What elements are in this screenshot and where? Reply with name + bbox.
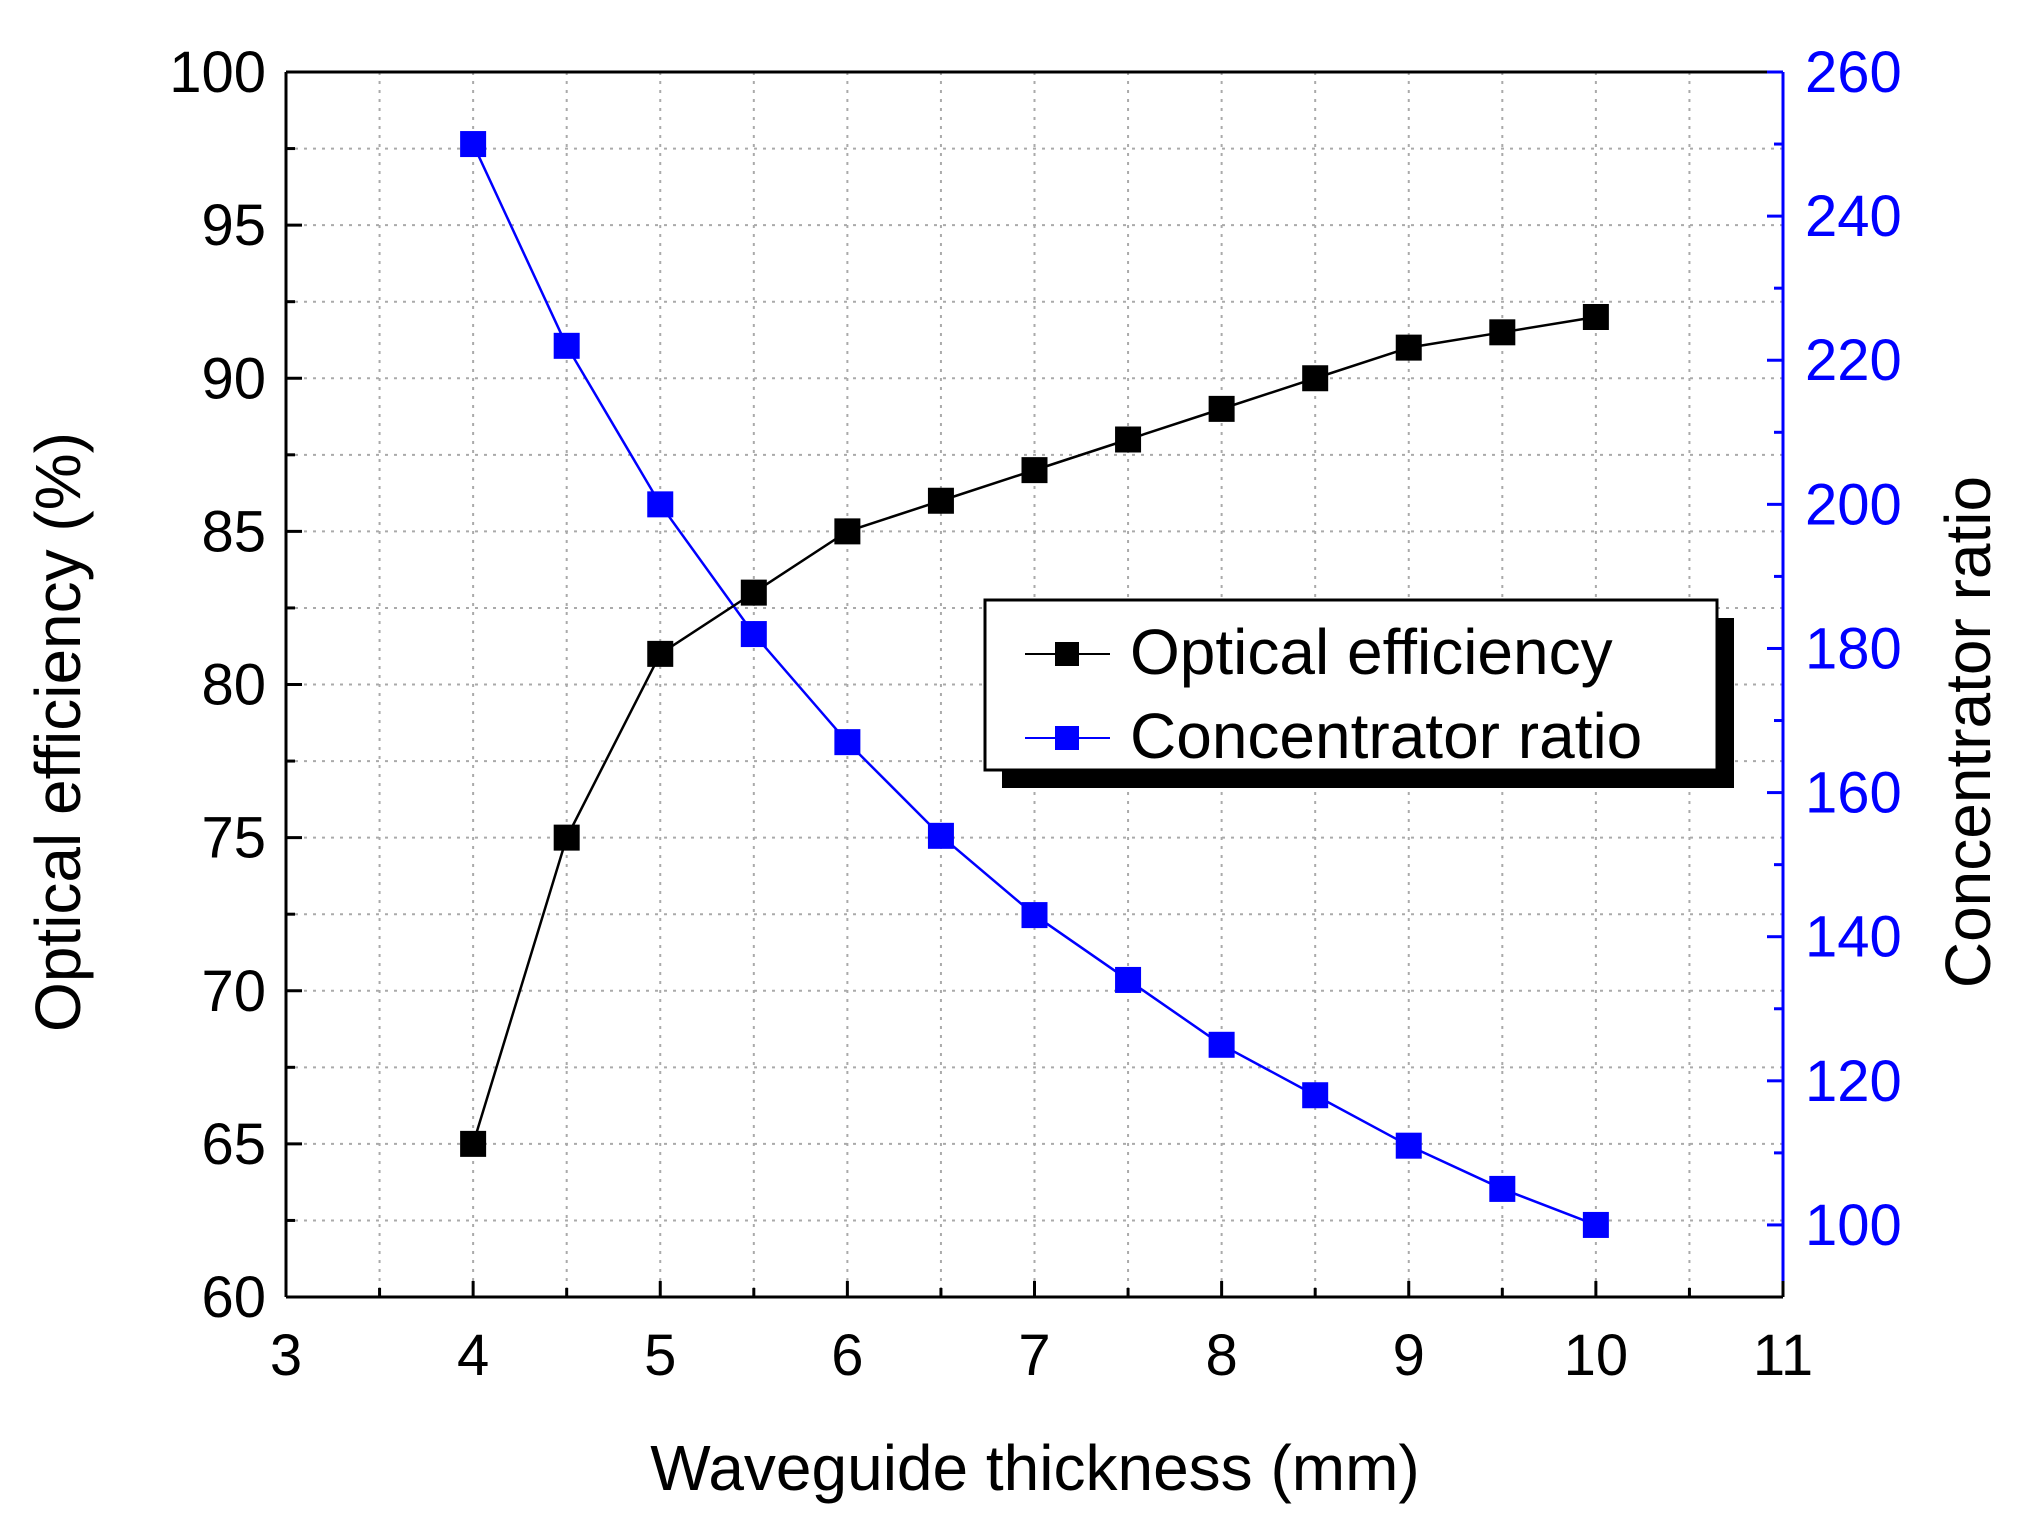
y-right-tick-label: 180 (1805, 616, 1902, 681)
data-point-optical-efficiency (834, 518, 861, 545)
y-right-tick-label: 200 (1805, 472, 1902, 537)
data-point-optical-efficiency (460, 1130, 487, 1157)
data-point-optical-efficiency (1208, 395, 1235, 422)
y-tick-label: 80 (201, 653, 266, 718)
y-tick-label: 95 (201, 193, 266, 258)
y-tick-label: 100 (169, 40, 266, 105)
y-tick-label: 85 (201, 499, 266, 564)
data-point-optical-efficiency (1489, 319, 1516, 346)
y-right-tick-label: 120 (1805, 1049, 1902, 1114)
data-point-concentrator-ratio (1115, 966, 1142, 993)
y-tick-label: 70 (201, 959, 266, 1024)
y-right-tick-label: 240 (1805, 184, 1902, 249)
y-right-tick-label: 260 (1805, 40, 1902, 105)
x-tick-label: 3 (270, 1323, 302, 1388)
x-tick-label: 5 (644, 1323, 676, 1388)
data-point-concentrator-ratio (834, 729, 861, 756)
data-point-optical-efficiency (1582, 304, 1609, 330)
data-point-concentrator-ratio (1302, 1082, 1329, 1109)
x-tick-label: 11 (1753, 1323, 1813, 1388)
y-right-tick-label: 220 (1805, 328, 1902, 393)
data-point-concentrator-ratio (1208, 1031, 1235, 1058)
data-point-concentrator-ratio (927, 822, 954, 849)
x-tick-label: 10 (1564, 1323, 1629, 1388)
x-tick-label: 9 (1393, 1323, 1425, 1388)
data-point-optical-efficiency (1302, 365, 1329, 392)
data-point-optical-efficiency (1021, 457, 1048, 484)
y-axis-label: Optical efficiency (%) (22, 432, 94, 1032)
legend-marker-concentrator (1055, 726, 1079, 750)
series-concentrator-ratio (460, 131, 1609, 1238)
y-right-tick-label: 140 (1805, 905, 1902, 970)
x-tick-label: 6 (831, 1323, 863, 1388)
legend-label-concentrator: Concentrator ratio (1130, 700, 1642, 772)
ticks: 3 4 5 6 7 8 9 10 11 60 65 70 75 80 85 90 95 100 100 120 140 1… (169, 40, 1902, 1388)
data-point-concentrator-ratio (1021, 902, 1048, 929)
data-point-concentrator-ratio (553, 332, 580, 359)
data-point-optical-efficiency (647, 640, 674, 667)
series-layer (460, 131, 1609, 1238)
y-tick-label: 60 (201, 1265, 266, 1330)
y-right-tick-label: 100 (1805, 1193, 1902, 1258)
y-right-tick-label: 160 (1805, 761, 1902, 826)
legend-label-optical: Optical efficiency (1130, 616, 1613, 688)
x-axis-label: Waveguide thickness (mm) (650, 1432, 1419, 1504)
data-point-concentrator-ratio (1582, 1211, 1609, 1238)
data-point-optical-efficiency (740, 579, 767, 606)
data-point-optical-efficiency (1115, 426, 1142, 453)
data-point-concentrator-ratio (460, 131, 487, 158)
data-point-concentrator-ratio (1489, 1175, 1516, 1202)
x-tick-label: 8 (1205, 1323, 1237, 1388)
x-tick-label: 4 (457, 1323, 489, 1388)
data-point-concentrator-ratio (647, 491, 674, 518)
y-right-axis-label: Concentrator ratio (1932, 476, 2004, 988)
data-point-optical-efficiency (553, 824, 580, 851)
x-tick-label: 7 (1018, 1323, 1050, 1388)
data-point-concentrator-ratio (740, 621, 767, 648)
y-tick-label: 90 (201, 346, 266, 411)
y-tick-label: 65 (201, 1112, 266, 1177)
legend-box (983, 598, 1719, 772)
series-optical-efficiency (460, 304, 1609, 1157)
data-point-concentrator-ratio (1395, 1132, 1422, 1159)
data-point-optical-efficiency (1395, 334, 1422, 361)
legend-marker-optical (1055, 642, 1079, 666)
data-point-optical-efficiency (927, 487, 954, 514)
y-tick-label: 75 (201, 806, 266, 871)
legend: Optical efficiency Concentrator ratio (983, 598, 1734, 788)
